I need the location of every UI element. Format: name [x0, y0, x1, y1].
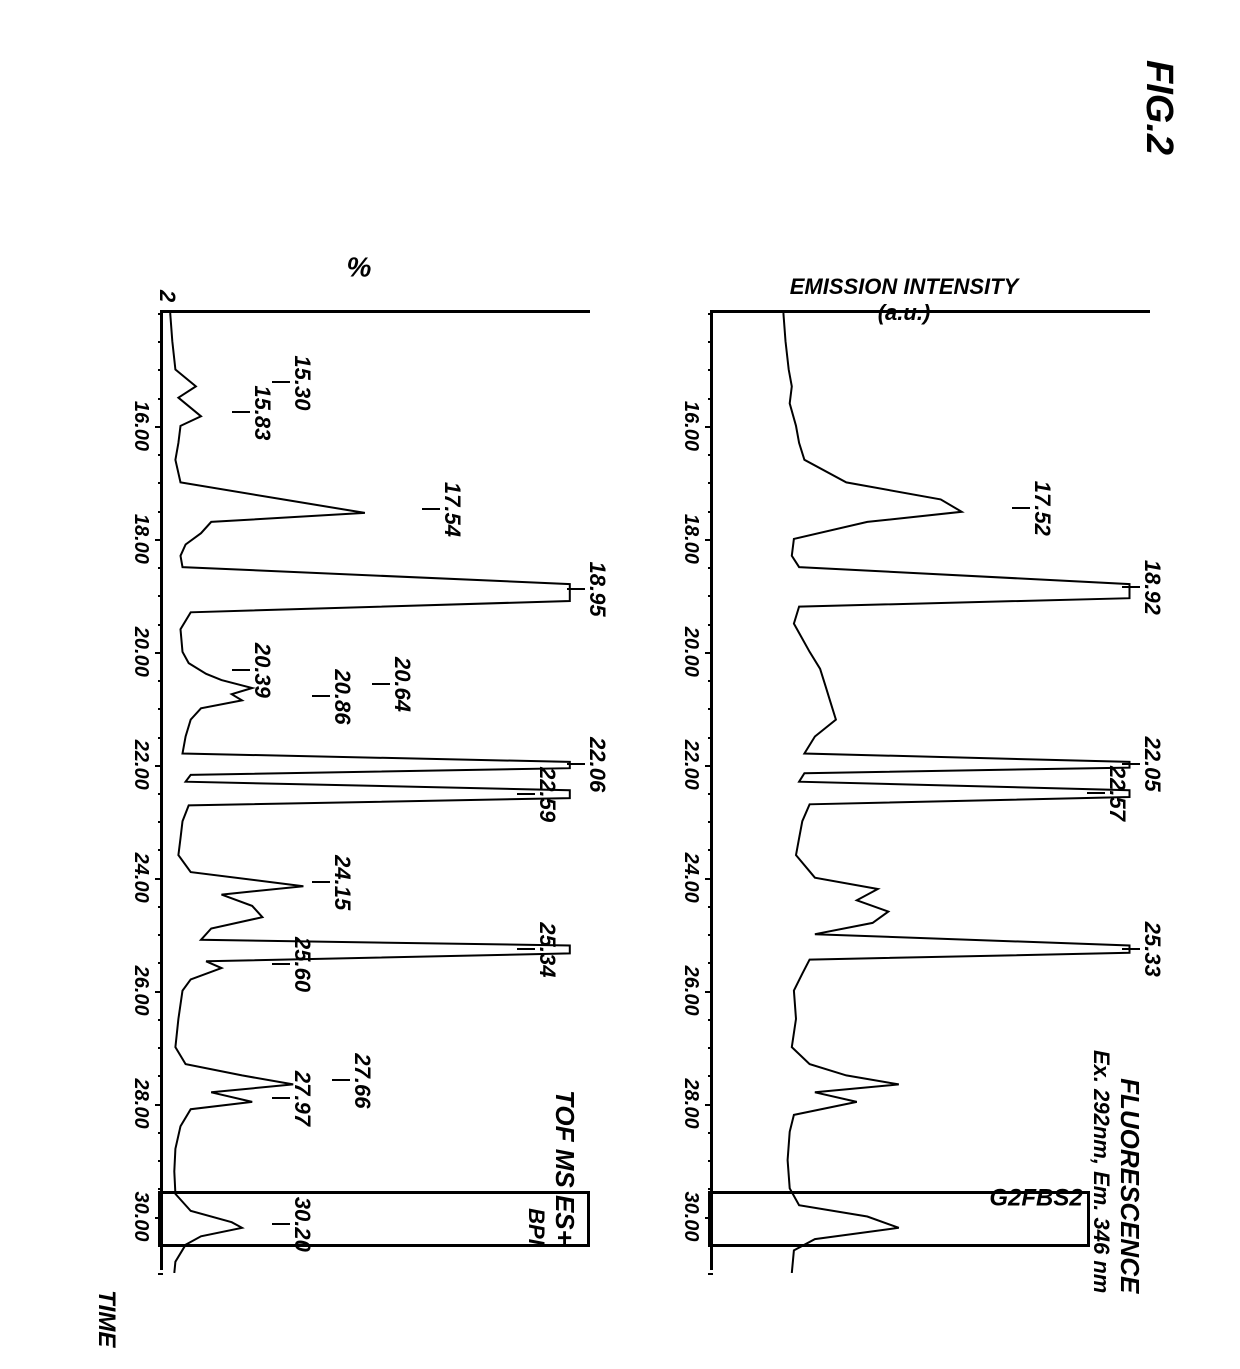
xaxis-tick-label: 16.00 [129, 401, 152, 451]
figure-page: FIG.2 16.0018.0020.0022.0024.0026.0028.0… [0, 0, 1240, 1369]
bottom-peak-label: 17.54 [439, 482, 465, 537]
xaxis-tick-label: 20.00 [129, 627, 152, 677]
bottom-peak-label: 20.39 [249, 643, 275, 698]
xaxis-title: TIME [92, 1290, 120, 1347]
xaxis-tick-label: 26.00 [129, 966, 152, 1016]
bottom-peak-label: 22.59 [534, 767, 560, 822]
top-peak-label: 25.33 [1139, 922, 1165, 977]
xaxis-tick-label: 30.00 [679, 1191, 702, 1241]
bottom-peak-label: 30.20 [289, 1197, 315, 1252]
top-peak-label: 22.05 [1139, 737, 1165, 792]
bottom-peak-label: 25.34 [534, 922, 560, 977]
xaxis-tick-label: 28.00 [679, 1079, 702, 1129]
bottom-peak-label: 15.83 [249, 385, 275, 440]
top-chart-ylabel: EMISSION INTENSITY (a.u.) [784, 274, 1024, 326]
xaxis-tick-label: 30.00 [129, 1191, 152, 1241]
xaxis-tick-label: 20.00 [679, 627, 702, 677]
top-peak-label: 22.57 [1104, 766, 1130, 821]
bottom-highlight-box [158, 1191, 590, 1247]
bottom-ytick: 2 [154, 290, 180, 302]
bottom-peak-label: 20.64 [389, 657, 415, 712]
xaxis-tick-label: 22.00 [129, 740, 152, 790]
top-peak-label: 18.92 [1139, 560, 1165, 615]
figure-label: FIG.2 [1137, 60, 1180, 155]
fluorescence-chart: 16.0018.0020.0022.0024.0026.0028.0030.00 [710, 310, 1150, 1270]
xaxis-tick-label: 24.00 [129, 853, 152, 903]
xaxis-tick-label: 18.00 [129, 514, 152, 564]
xaxis-tick-label: 18.00 [679, 514, 702, 564]
highlight-label: G2FBS2 [989, 1185, 1082, 1213]
xaxis-tick-label: 16.00 [679, 401, 702, 451]
fluorescence-trace [710, 313, 1150, 1273]
xaxis-tick-label: 22.00 [679, 740, 702, 790]
top-chart-title: FLUORESCENCE Ex. 292nm, Em. 346 nm [1088, 1050, 1145, 1293]
bottom-peak-label: 18.95 [584, 562, 610, 617]
bottom-peak-label: 20.86 [329, 669, 355, 724]
xaxis-tick-label: 24.00 [679, 853, 702, 903]
top-peak-label: 17.52 [1029, 481, 1055, 536]
bottom-peak-label: 22.06 [584, 737, 610, 792]
bottom-peak-label: 24.15 [329, 855, 355, 910]
xaxis-tick-label: 28.00 [129, 1079, 152, 1129]
bottom-peak-label: 27.66 [349, 1053, 375, 1108]
bottom-chart-ylabel: % [347, 251, 372, 283]
bottom-peak-label: 15.30 [289, 355, 315, 410]
xaxis-tick-label: 26.00 [679, 966, 702, 1016]
bottom-peak-label: 25.60 [289, 937, 315, 992]
bottom-peak-label: 27.97 [289, 1071, 315, 1126]
